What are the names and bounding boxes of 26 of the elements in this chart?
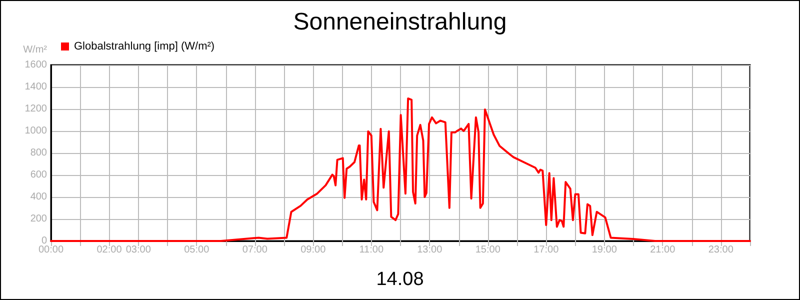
x-tick-label: 23:00 [708,244,734,256]
y-tick-label: 200 [30,214,48,224]
y-tick-label: 600 [30,170,48,180]
legend-label: Globalstrahlung [imp] (W/m²) [74,40,215,52]
y-tick-label: 1200 [24,104,48,114]
x-tick-label: 05:00 [184,244,210,256]
x-tick-label: 17:00 [534,244,560,256]
chart-title: Sonneneinstrahlung [293,8,507,36]
x-tick-label: 07:00 [242,244,268,256]
x-tick-label: 00:00 [38,244,64,256]
x-tick-label: 13:00 [417,244,443,256]
x-tick-label: 02:00 [96,244,122,256]
x-tick-label: 15:00 [475,244,501,256]
y-tick-label: 0 [41,236,48,246]
x-tick-label: 21:00 [650,244,676,256]
x-axis-title: 14.08 [376,269,424,290]
y-tick-label: 1600 [24,60,48,70]
y-tick-label: 400 [30,192,48,202]
x-tick-label: 09:00 [300,244,326,256]
y-axis-title: W/m² [23,44,48,56]
y-tick-label: 1000 [24,126,48,136]
x-tick-label: 11:00 [359,244,384,256]
x-tick-label: 03:00 [126,244,152,256]
y-tick-label: 800 [30,148,48,158]
x-tick-label: 19:00 [592,244,618,256]
y-tick-label: 1400 [24,82,48,92]
